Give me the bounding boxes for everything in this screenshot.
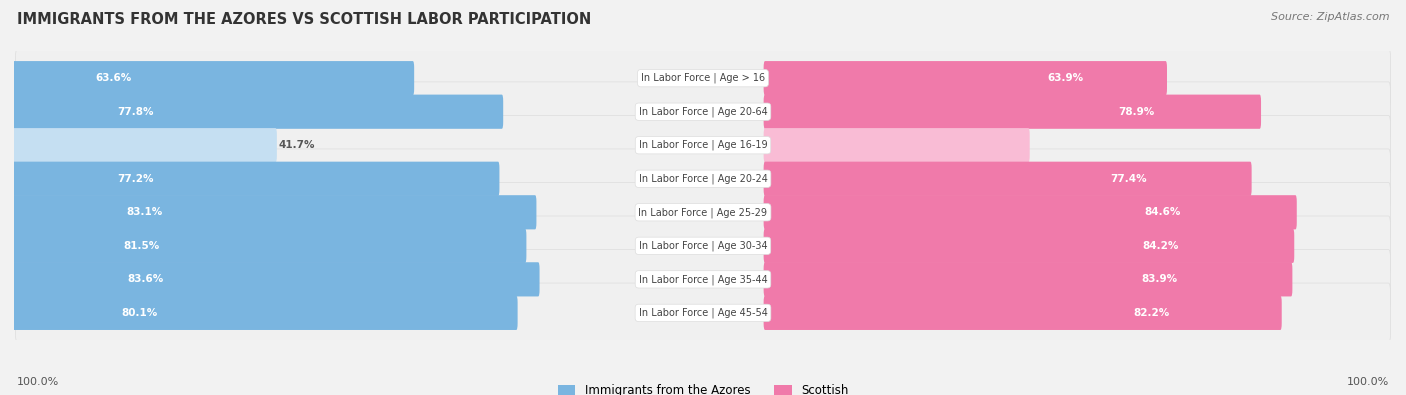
Text: 83.6%: 83.6% xyxy=(127,275,163,284)
Text: 77.8%: 77.8% xyxy=(118,107,155,117)
FancyBboxPatch shape xyxy=(15,283,1391,343)
FancyBboxPatch shape xyxy=(15,216,1391,276)
Text: 82.2%: 82.2% xyxy=(1133,308,1170,318)
Text: In Labor Force | Age 20-64: In Labor Force | Age 20-64 xyxy=(638,106,768,117)
FancyBboxPatch shape xyxy=(13,195,537,229)
Text: In Labor Force | Age 25-29: In Labor Force | Age 25-29 xyxy=(638,207,768,218)
FancyBboxPatch shape xyxy=(763,229,1295,263)
Text: In Labor Force | Age 20-24: In Labor Force | Age 20-24 xyxy=(638,173,768,184)
Text: 83.1%: 83.1% xyxy=(127,207,163,217)
Text: 84.6%: 84.6% xyxy=(1144,207,1181,217)
FancyBboxPatch shape xyxy=(763,95,1261,129)
FancyBboxPatch shape xyxy=(13,61,415,95)
Text: In Labor Force | Age 35-44: In Labor Force | Age 35-44 xyxy=(638,274,768,285)
FancyBboxPatch shape xyxy=(13,229,526,263)
Text: 81.5%: 81.5% xyxy=(124,241,160,251)
Text: Source: ZipAtlas.com: Source: ZipAtlas.com xyxy=(1271,12,1389,22)
Text: 77.2%: 77.2% xyxy=(117,174,153,184)
FancyBboxPatch shape xyxy=(763,262,1292,296)
Text: 41.7%: 41.7% xyxy=(278,140,315,150)
FancyBboxPatch shape xyxy=(13,162,499,196)
Text: 100.0%: 100.0% xyxy=(1347,377,1389,387)
Text: 80.1%: 80.1% xyxy=(121,308,157,318)
FancyBboxPatch shape xyxy=(763,128,1029,162)
Text: IMMIGRANTS FROM THE AZORES VS SCOTTISH LABOR PARTICIPATION: IMMIGRANTS FROM THE AZORES VS SCOTTISH L… xyxy=(17,12,591,27)
Text: 83.9%: 83.9% xyxy=(1142,275,1178,284)
Text: 78.9%: 78.9% xyxy=(1118,107,1154,117)
Text: 84.2%: 84.2% xyxy=(1143,241,1180,251)
FancyBboxPatch shape xyxy=(13,262,540,296)
Text: 77.4%: 77.4% xyxy=(1111,174,1147,184)
Text: In Labor Force | Age > 16: In Labor Force | Age > 16 xyxy=(641,73,765,83)
Text: In Labor Force | Age 30-34: In Labor Force | Age 30-34 xyxy=(638,241,768,251)
FancyBboxPatch shape xyxy=(13,296,517,330)
Text: In Labor Force | Age 45-54: In Labor Force | Age 45-54 xyxy=(638,308,768,318)
FancyBboxPatch shape xyxy=(763,162,1251,196)
FancyBboxPatch shape xyxy=(763,61,1167,95)
Legend: Immigrants from the Azores, Scottish: Immigrants from the Azores, Scottish xyxy=(558,384,848,395)
Text: 100.0%: 100.0% xyxy=(17,377,59,387)
FancyBboxPatch shape xyxy=(15,182,1391,242)
FancyBboxPatch shape xyxy=(15,82,1391,141)
FancyBboxPatch shape xyxy=(763,195,1296,229)
FancyBboxPatch shape xyxy=(15,250,1391,309)
FancyBboxPatch shape xyxy=(15,115,1391,175)
FancyBboxPatch shape xyxy=(15,149,1391,209)
Text: 63.6%: 63.6% xyxy=(96,73,132,83)
FancyBboxPatch shape xyxy=(763,296,1282,330)
Text: In Labor Force | Age 16-19: In Labor Force | Age 16-19 xyxy=(638,140,768,150)
Text: 63.9%: 63.9% xyxy=(1047,73,1084,83)
FancyBboxPatch shape xyxy=(13,128,277,162)
FancyBboxPatch shape xyxy=(15,48,1391,108)
FancyBboxPatch shape xyxy=(13,95,503,129)
Text: 42.0%: 42.0% xyxy=(725,140,762,150)
